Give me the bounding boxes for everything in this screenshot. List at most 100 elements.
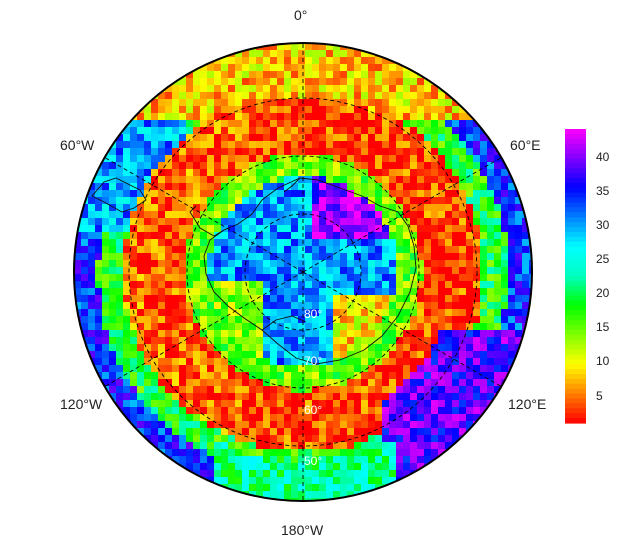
data-cell <box>319 428 327 436</box>
data-cell <box>165 274 173 282</box>
data-cell <box>165 358 173 366</box>
data-cell <box>130 232 138 240</box>
data-cell <box>515 309 523 317</box>
data-cell <box>410 386 418 394</box>
data-cell <box>410 323 418 331</box>
data-cell <box>109 162 117 170</box>
data-cell <box>298 204 306 212</box>
data-cell <box>340 456 348 464</box>
data-cell <box>445 435 453 443</box>
data-cell <box>438 218 446 226</box>
data-cell <box>284 155 292 163</box>
data-cell <box>326 78 334 86</box>
data-cell <box>298 435 306 443</box>
data-cell <box>193 323 201 331</box>
data-cell <box>333 281 341 289</box>
data-cell <box>249 190 257 198</box>
data-cell <box>270 43 278 51</box>
data-cell <box>158 358 166 366</box>
data-cell <box>200 99 208 107</box>
data-cell <box>284 113 292 121</box>
data-cell <box>298 85 306 93</box>
data-cell <box>221 225 229 233</box>
data-cell <box>291 190 299 198</box>
data-cell <box>305 113 313 121</box>
data-cell <box>333 106 341 114</box>
data-cell <box>151 99 159 107</box>
data-cell <box>235 43 243 51</box>
data-cell <box>242 281 250 289</box>
data-cell <box>410 295 418 303</box>
data-cell <box>95 295 103 303</box>
data-cell <box>242 302 250 310</box>
data-cell <box>256 400 264 408</box>
data-cell <box>375 400 383 408</box>
data-cell <box>81 218 89 226</box>
data-cell <box>256 344 264 352</box>
data-cell <box>333 225 341 233</box>
data-cell <box>102 274 110 282</box>
data-cell <box>494 169 502 177</box>
data-cell <box>228 92 236 100</box>
data-cell <box>242 204 250 212</box>
data-cell <box>179 393 187 401</box>
data-cell <box>354 218 362 226</box>
data-cell <box>165 92 173 100</box>
data-cell <box>368 281 376 289</box>
data-cell <box>165 302 173 310</box>
data-cell <box>354 470 362 478</box>
data-cell <box>298 71 306 79</box>
data-cell <box>284 358 292 366</box>
data-cell <box>319 211 327 219</box>
data-cell <box>312 141 320 149</box>
data-cell <box>256 484 264 492</box>
data-cell <box>326 351 334 359</box>
data-cell <box>291 225 299 233</box>
data-cell <box>270 316 278 324</box>
data-cell <box>270 169 278 177</box>
data-cell <box>333 309 341 317</box>
data-cell <box>144 295 152 303</box>
data-cell <box>340 50 348 58</box>
data-cell <box>291 50 299 58</box>
colorbar-segment <box>565 393 586 400</box>
data-cell <box>480 141 488 149</box>
data-cell <box>193 421 201 429</box>
latitude-circle <box>128 97 478 447</box>
data-cell <box>137 211 145 219</box>
data-cell <box>389 267 397 275</box>
data-cell <box>466 253 474 261</box>
data-cell <box>438 351 446 359</box>
data-cell <box>340 386 348 394</box>
data-cell <box>284 85 292 93</box>
data-cell <box>431 288 439 296</box>
data-cell <box>389 155 397 163</box>
data-cell <box>459 330 467 338</box>
data-cell <box>109 281 117 289</box>
data-cell <box>347 393 355 401</box>
data-cell <box>123 204 131 212</box>
data-cell <box>319 190 327 198</box>
data-cell <box>466 218 474 226</box>
data-cell <box>424 120 432 128</box>
data-cell <box>277 428 285 436</box>
colorbar-segment <box>565 315 586 321</box>
data-cell <box>270 330 278 338</box>
data-cell <box>270 260 278 268</box>
data-cell <box>277 197 285 205</box>
data-cell <box>473 218 481 226</box>
data-cell <box>235 85 243 93</box>
data-cell <box>480 344 488 352</box>
colorbar-tick: 15 <box>596 320 610 334</box>
data-cell <box>312 50 320 58</box>
data-cell <box>354 393 362 401</box>
data-cell <box>102 351 110 359</box>
south-america-tip <box>91 177 147 213</box>
data-cell <box>193 106 201 114</box>
data-cell <box>284 295 292 303</box>
data-cell <box>438 309 446 317</box>
data-cell <box>172 232 180 240</box>
data-cell <box>137 414 145 422</box>
data-cell <box>452 120 460 128</box>
data-cell <box>459 365 467 373</box>
